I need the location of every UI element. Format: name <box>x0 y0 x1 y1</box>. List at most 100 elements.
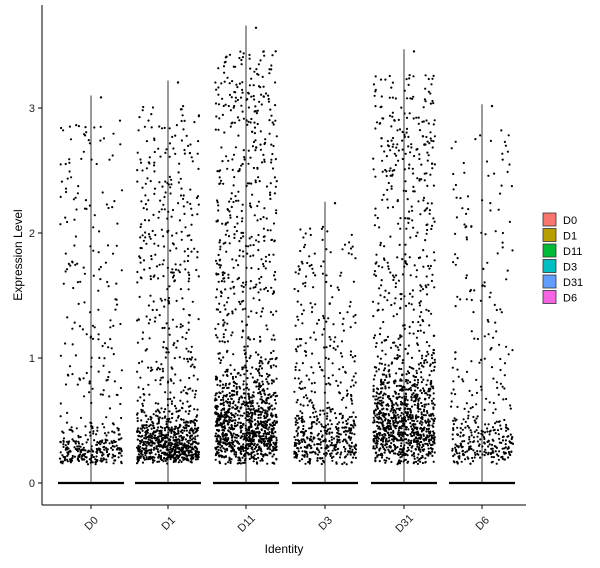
data-point <box>242 400 245 403</box>
data-point <box>103 357 106 360</box>
data-point <box>163 245 166 248</box>
data-point <box>419 427 422 430</box>
data-point <box>150 258 153 261</box>
data-point <box>389 174 392 177</box>
data-point <box>429 137 432 140</box>
data-point <box>219 392 222 395</box>
data-point <box>214 102 218 105</box>
data-point <box>228 383 231 386</box>
data-point <box>184 446 187 449</box>
data-point <box>229 125 232 128</box>
data-point <box>428 344 431 347</box>
data-point <box>318 365 322 369</box>
data-point <box>179 263 182 266</box>
data-point <box>474 138 477 141</box>
data-point <box>294 348 298 351</box>
data-point <box>167 210 170 213</box>
data-point <box>417 363 420 366</box>
data-point <box>222 447 225 450</box>
data-point <box>173 396 176 399</box>
data-point <box>257 413 260 417</box>
data-point <box>425 232 428 235</box>
data-point <box>378 399 381 402</box>
data-point <box>187 360 190 363</box>
data-point <box>242 235 245 238</box>
data-point <box>433 358 436 361</box>
data-point <box>293 441 296 444</box>
data-point <box>226 401 229 404</box>
data-point <box>404 190 408 193</box>
data-point <box>219 245 222 248</box>
data-point <box>375 342 378 345</box>
data-point <box>157 438 160 441</box>
data-point <box>274 402 277 405</box>
data-point <box>217 451 220 454</box>
data-point <box>384 289 387 292</box>
data-point <box>481 453 484 456</box>
data-point <box>214 377 218 380</box>
data-point <box>217 395 220 398</box>
data-point <box>258 374 261 377</box>
data-point <box>171 416 174 420</box>
data-point <box>158 125 161 128</box>
data-point <box>181 429 184 432</box>
data-point <box>267 100 270 103</box>
data-point <box>312 406 315 409</box>
data-point <box>411 295 414 298</box>
data-point <box>394 437 397 440</box>
data-point <box>231 310 234 313</box>
data-point <box>458 452 461 455</box>
data-point <box>96 426 99 429</box>
data-point <box>457 445 460 448</box>
data-point <box>227 408 230 411</box>
data-point <box>416 329 420 333</box>
data-point <box>189 454 192 457</box>
data-point <box>154 402 157 405</box>
data-point <box>255 311 258 314</box>
data-point <box>431 450 434 453</box>
data-point <box>406 454 409 457</box>
data-point <box>119 386 122 390</box>
data-point <box>392 437 396 440</box>
data-point <box>253 121 256 124</box>
data-point <box>424 358 427 362</box>
data-point <box>252 434 255 438</box>
data-point <box>351 402 354 405</box>
data-point <box>184 268 187 271</box>
data-point <box>234 433 237 436</box>
data-point <box>243 396 246 399</box>
data-point <box>172 243 175 246</box>
data-point <box>402 447 405 450</box>
data-point <box>430 224 434 227</box>
data-point <box>384 461 387 464</box>
data-point <box>394 282 398 285</box>
data-point <box>387 404 390 407</box>
data-point <box>472 460 475 463</box>
data-point <box>376 392 379 395</box>
data-point <box>428 435 431 438</box>
data-point <box>241 396 244 399</box>
data-point <box>309 451 312 454</box>
data-point <box>310 432 313 435</box>
data-point <box>323 439 326 442</box>
data-point <box>247 444 250 447</box>
data-point <box>219 446 222 449</box>
data-point <box>494 408 497 411</box>
data-point <box>136 429 139 432</box>
data-point <box>177 171 180 174</box>
data-point <box>172 147 175 150</box>
data-point <box>396 256 399 259</box>
data-point <box>293 450 296 453</box>
data-point <box>394 417 398 420</box>
data-point <box>390 303 393 307</box>
data-point <box>92 455 95 459</box>
data-point <box>139 225 142 229</box>
data-point <box>168 302 171 305</box>
data-point <box>89 311 92 314</box>
data-point <box>110 446 113 450</box>
data-point <box>70 176 73 179</box>
data-point <box>428 324 431 327</box>
data-point <box>301 412 304 415</box>
data-point <box>399 460 403 463</box>
data-point <box>224 241 227 244</box>
